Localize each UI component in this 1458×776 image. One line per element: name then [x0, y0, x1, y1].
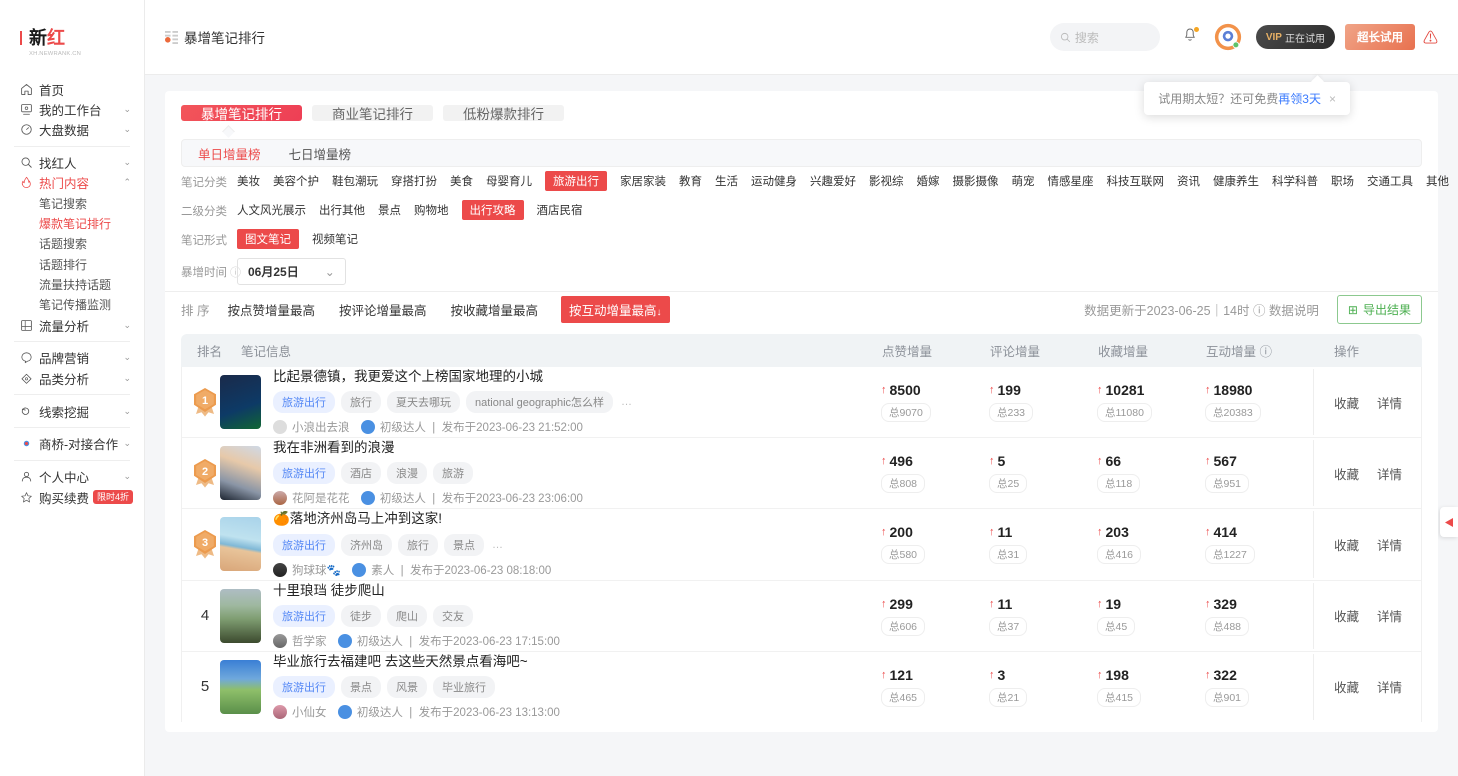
svg-text:1: 1	[202, 395, 208, 407]
svg-text:3: 3	[202, 537, 208, 549]
svg-text:2: 2	[202, 466, 208, 478]
